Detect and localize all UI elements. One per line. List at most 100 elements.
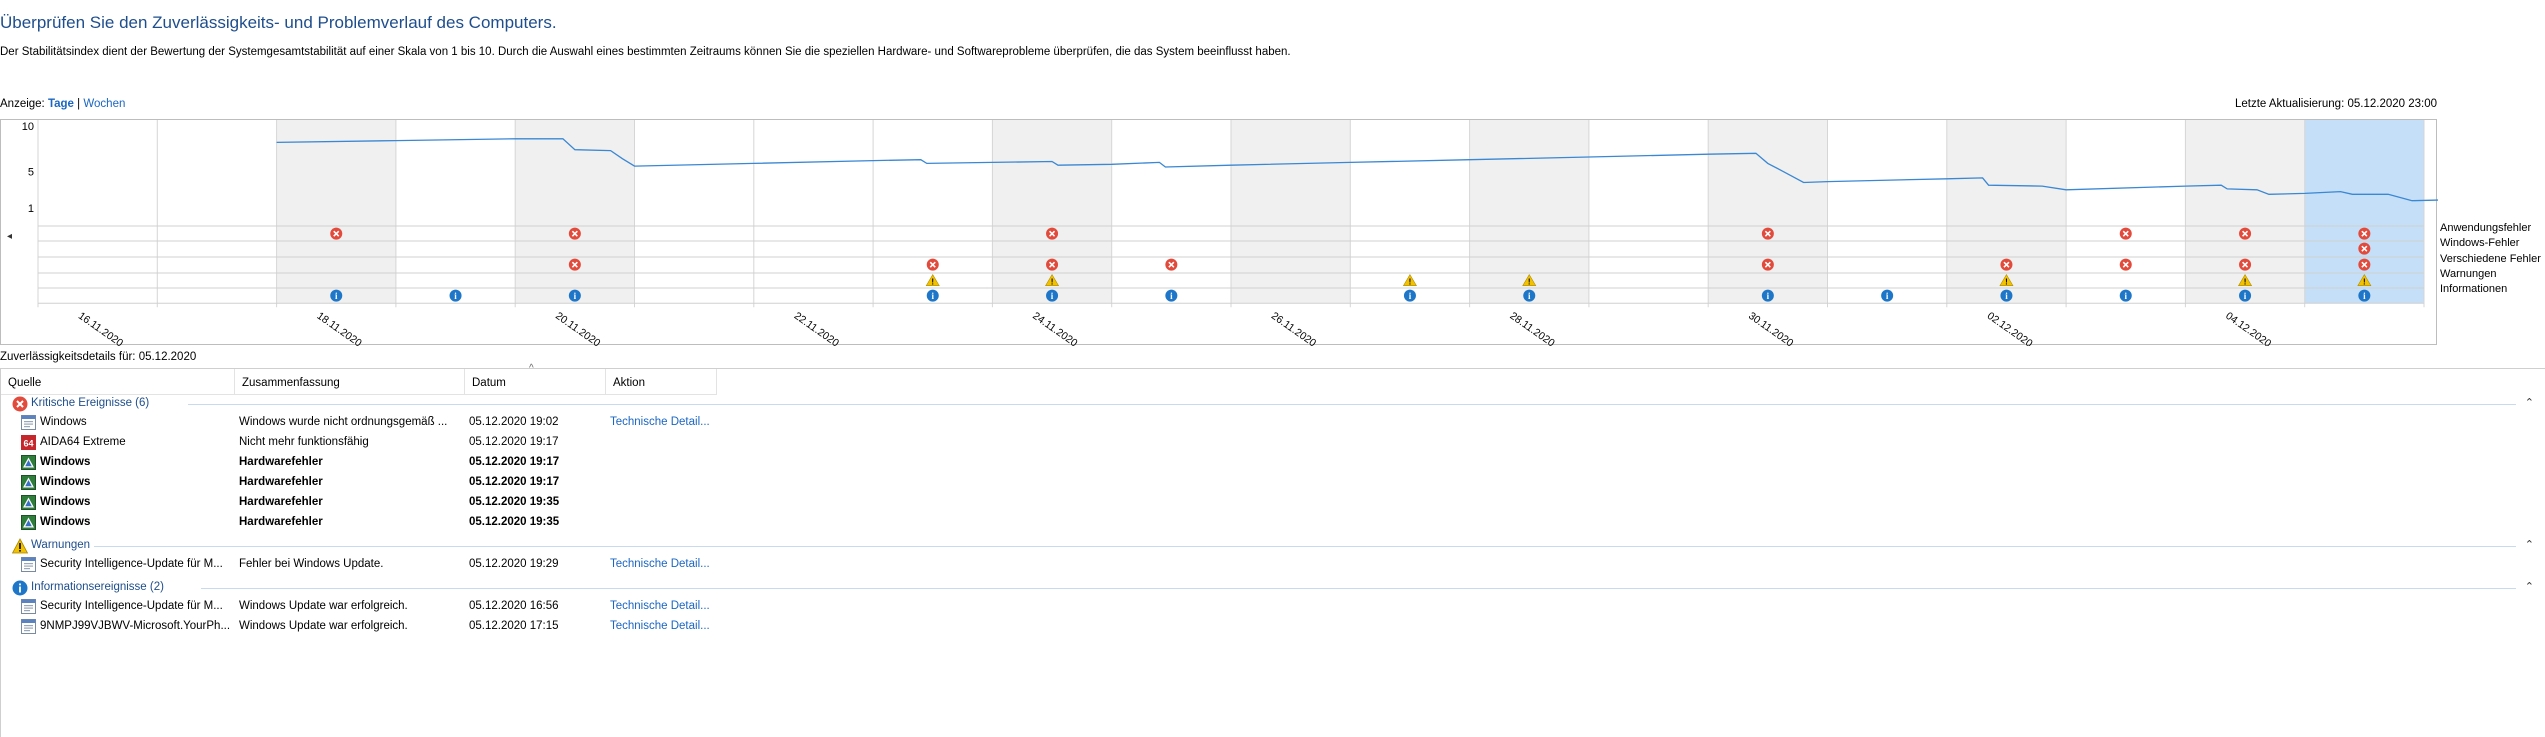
info-mark: i xyxy=(2363,291,2366,301)
row-source: Security Intelligence-Update für M... xyxy=(40,558,223,570)
x-date-label: 02.12.2020 xyxy=(1985,310,2035,346)
info-icon[interactable] xyxy=(2119,289,2132,302)
reliability-chart[interactable]: 10 5 1 ◂!!!!!!! i i i i i i i i i i i i i i 16.11.2020 18.1… xyxy=(0,119,2438,346)
scroll-left-arrow-icon[interactable]: ◂ xyxy=(7,231,12,242)
info-icon[interactable] xyxy=(1046,289,1059,302)
info-icon[interactable] xyxy=(1165,289,1178,302)
row-source: Windows xyxy=(40,496,91,508)
group-label: Warnungen xyxy=(31,539,91,551)
page-description: Der Stabilitätsindex dient der Bewertung… xyxy=(0,46,1291,58)
row-date: 05.12.2020 16:56 xyxy=(469,600,559,612)
chart-row-label: Warnungen xyxy=(2440,267,2497,280)
row-date: 05.12.2020 19:35 xyxy=(469,496,560,508)
table-row[interactable]: Windows Windows wurde nicht ordnungsgemäß… xyxy=(1,413,2545,433)
column-header-aktion[interactable]: Aktion xyxy=(606,369,717,395)
window-app-icon xyxy=(21,599,36,614)
table-row[interactable]: 64 AIDA64 Extreme Nicht mehr funktionsfähi… xyxy=(1,433,2545,453)
x-date-label: 24.11.2020 xyxy=(1030,310,1079,346)
row-action-link[interactable]: Technische Detail... xyxy=(610,600,710,612)
view-label: Anzeige: xyxy=(0,98,45,110)
error-mark xyxy=(571,230,578,237)
error-mark xyxy=(571,261,578,268)
group-divider xyxy=(200,588,2516,589)
table-row[interactable]: Windows Hardwarefehler 05.12.2020 19:35 xyxy=(1,513,2545,533)
window-app-icon xyxy=(21,619,36,634)
window-app-icon xyxy=(21,557,36,572)
reliability-chart-svg[interactable]: 10 5 1 ◂!!!!!! ! i i i i i i i i i i i i i i 16.11.2020 18.1… xyxy=(1,120,2438,346)
info-icon[interactable] xyxy=(2239,289,2252,302)
row-action-link[interactable]: Technische Detail... xyxy=(610,416,710,428)
row-summary: Hardwarefehler xyxy=(239,496,323,508)
table-row[interactable]: Windows Hardwarefehler 05.12.2020 19:35 xyxy=(1,493,2545,513)
y-tick-label: 1 xyxy=(28,203,34,215)
info-icon[interactable] xyxy=(926,289,939,302)
collapse-chevron-icon[interactable]: ⌃ xyxy=(2524,397,2534,409)
chart-row-label: Windows-Fehler xyxy=(2440,237,2520,250)
row-summary: Windows Update war erfolgreich. xyxy=(239,620,408,632)
info-icon[interactable] xyxy=(2000,289,2013,302)
warning-icon[interactable] xyxy=(1999,274,2014,286)
view-days-link[interactable]: Tage xyxy=(47,98,74,110)
table-row[interactable]: 9NMPJ99VJBWV-Microsoft.YourPh... Windows … xyxy=(1,617,2545,637)
info-icon[interactable] xyxy=(2358,289,2371,302)
row-action-link[interactable]: Technische Detail... xyxy=(610,558,710,570)
group-header[interactable]: Warnungen ⌃ xyxy=(1,537,2545,555)
warning-icon[interactable] xyxy=(925,274,940,286)
collapse-chevron-icon[interactable]: ⌃ xyxy=(2524,539,2534,551)
group-header[interactable]: Kritische Ereignisse (6) ⌃ xyxy=(1,395,2545,413)
x-date-label: 22.11.2020 xyxy=(792,310,841,346)
error-mark xyxy=(1048,230,1056,237)
table-row[interactable]: Security Intelligence-Update für M... Win… xyxy=(1,597,2545,617)
view-weeks-link[interactable]: Wochen xyxy=(83,98,126,110)
row-action-link[interactable]: Technische Detail... xyxy=(610,620,710,632)
info-mark: i xyxy=(1528,291,1531,301)
group-divider xyxy=(93,546,2516,547)
column-header-quelle[interactable]: Quelle xyxy=(1,369,235,395)
info-icon xyxy=(12,580,28,596)
info-icon[interactable] xyxy=(1761,289,1774,302)
column-header-zusammenfassung[interactable]: Zusammenfassung xyxy=(235,369,465,395)
table-row[interactable]: Security Intelligence-Update für M... Feh… xyxy=(1,555,2545,575)
error-mark xyxy=(2122,230,2129,237)
info-icon[interactable] xyxy=(330,289,343,302)
x-date-label: 26.11.2020 xyxy=(1269,310,1318,346)
x-date-label: 20.11.2020 xyxy=(553,310,602,346)
window-app-icon xyxy=(21,415,36,430)
info-icon[interactable] xyxy=(449,289,462,302)
sort-chevron-icon: ^ xyxy=(529,363,534,374)
shaded-column xyxy=(1231,120,1351,304)
row-source: 9NMPJ99VJBWV-Microsoft.YourPh... xyxy=(40,620,231,632)
error-mark xyxy=(2122,261,2129,268)
group-header[interactable]: Informationsereignisse (2) ⌃ xyxy=(1,579,2545,597)
warning-mark: ! xyxy=(931,278,934,287)
shaded-column xyxy=(1708,120,1828,304)
table-row[interactable]: Windows Hardwarefehler 05.12.2020 19:17 xyxy=(1,473,2545,493)
row-date: 05.12.2020 19:17 xyxy=(469,456,560,468)
row-source: Windows xyxy=(40,456,91,468)
warning-icon[interactable] xyxy=(1402,274,1417,286)
info-mark: i xyxy=(2124,291,2127,301)
column-header-datum[interactable]: Datum xyxy=(465,369,606,395)
warning-icon[interactable] xyxy=(1045,274,1060,286)
warning-mark: ! xyxy=(1051,278,1054,287)
table-row[interactable]: Windows Hardwarefehler 05.12.2020 19:17 xyxy=(1,453,2545,473)
info-mark: i xyxy=(931,291,934,301)
group-label: Informationsereignisse (2) xyxy=(31,581,164,593)
chart-row-labels: Anwendungsfehler Windows-Fehler Verschiede… xyxy=(2440,221,2541,297)
collapse-chevron-icon[interactable]: ⌃ xyxy=(2524,581,2534,593)
info-icon[interactable] xyxy=(1403,289,1416,302)
info-icon[interactable] xyxy=(1881,289,1894,302)
x-date-label: 16.11.2020 xyxy=(76,310,125,346)
view-separator: | xyxy=(77,98,81,110)
warning-icon[interactable] xyxy=(2357,274,2372,286)
error-mark xyxy=(2361,261,2368,268)
error-mark xyxy=(333,230,340,237)
shaded-column xyxy=(276,120,396,304)
svg-text:64: 64 xyxy=(23,439,33,449)
row-summary: Nicht mehr funktionsfähig xyxy=(239,436,369,448)
info-icon[interactable] xyxy=(1523,289,1536,302)
warning-mark: ! xyxy=(2005,278,2008,287)
info-icon[interactable] xyxy=(568,289,581,302)
warning-icon[interactable] xyxy=(1522,274,1537,286)
warning-icon[interactable] xyxy=(2238,274,2253,286)
